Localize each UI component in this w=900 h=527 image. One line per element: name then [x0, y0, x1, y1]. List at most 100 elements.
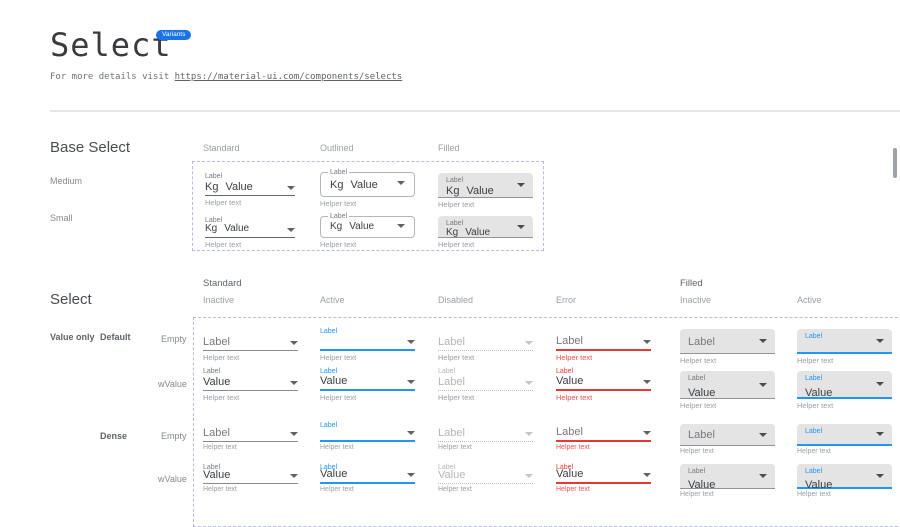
select-std-active-empty[interactable]: Label Helper text	[320, 327, 415, 362]
select-value: KgValue	[446, 227, 511, 239]
helper-text: Helper text	[438, 241, 533, 249]
select-trigger[interactable]: Value	[203, 376, 298, 391]
select-trigger[interactable]: KgValue	[205, 181, 295, 196]
select-trigger[interactable]: Label Value	[797, 371, 892, 399]
rowlabel-dense: Dense	[100, 431, 127, 441]
floating-label: Label	[446, 219, 511, 227]
select-std-inactive-empty[interactable]: Label Helper text	[203, 327, 298, 362]
select-value: KgValue	[330, 221, 374, 233]
helper-text: Helper text	[680, 402, 775, 410]
select-trigger: Label	[438, 376, 533, 391]
helper-text: Helper text	[438, 354, 533, 362]
select-trigger[interactable]: Label Value	[680, 371, 775, 399]
select-std-active-wvalue[interactable]: Label Value Helper text	[320, 367, 415, 402]
select-trigger[interactable]	[320, 336, 415, 351]
select-std-dense-inactive-wvalue[interactable]: Label Value Helper text	[203, 463, 298, 494]
select-trigger[interactable]: Label Value	[680, 464, 775, 489]
base-select-filled-small[interactable]: Label KgValue Helper text	[438, 216, 533, 249]
select-trigger[interactable]: Label KgValue	[320, 216, 415, 238]
dropdown-caret-icon	[876, 474, 884, 478]
colhead-standard: Standard	[203, 143, 240, 153]
floating-label: Label	[805, 427, 870, 435]
base-select-filled-medium[interactable]: Label KgValue Helper text	[438, 173, 533, 209]
helper-text: Helper text	[320, 241, 415, 249]
select-std-dense-active-empty[interactable]: Label Helper text	[320, 421, 415, 452]
select-value: Value	[203, 469, 230, 481]
helper-text: Helper text	[320, 200, 415, 208]
variants-badge: Variants	[156, 30, 191, 40]
select-trigger[interactable]: Label Value	[797, 464, 892, 489]
select-trigger[interactable]: Value	[320, 471, 415, 484]
select-trigger[interactable]: Value	[203, 471, 298, 484]
select-value: Value	[805, 387, 832, 399]
dropdown-caret-icon	[759, 433, 767, 437]
base-select-heading: Base Select	[50, 139, 130, 156]
colhead-outlined: Outlined	[320, 143, 354, 153]
base-select-outlined-small[interactable]: Label KgValue Helper text	[320, 216, 415, 249]
floating-label: Label	[205, 172, 295, 181]
kg-adornment: Kg	[446, 227, 458, 239]
docs-link[interactable]: https://material-ui.com/components/selec…	[175, 72, 403, 82]
select-std-error-empty[interactable]: Label Helper text	[556, 327, 651, 362]
vertical-scrollbar-thumb[interactable]	[893, 148, 897, 178]
select-placeholder: Label	[688, 429, 715, 441]
select-std-disabled-wvalue: Label Label Helper text	[438, 367, 533, 402]
select-trigger[interactable]: Label KgValue	[320, 172, 415, 197]
select-value: KgValue	[205, 223, 249, 235]
select-trigger[interactable]: Label	[203, 336, 298, 351]
helper-text: Helper text	[438, 394, 533, 402]
select-trigger[interactable]: Label	[797, 329, 892, 354]
select-filled-active-wvalue[interactable]: Label Value Helper text	[797, 371, 892, 410]
select-trigger[interactable]: Label	[680, 424, 775, 446]
colhead-std-error: Error	[556, 295, 576, 305]
base-select-standard-small[interactable]: Label KgValue Helper text	[205, 216, 295, 249]
dropdown-caret-icon	[643, 473, 651, 477]
select-filled-dense-active-empty[interactable]: Label Helper text	[797, 424, 892, 456]
rowlabel-dense-empty: Empty	[161, 431, 187, 441]
floating-label: Label	[438, 367, 533, 376]
select-std-inactive-wvalue[interactable]: Label Value Helper text	[203, 367, 298, 402]
helper-text: Helper text	[203, 354, 298, 362]
select-trigger[interactable]: Label	[680, 329, 775, 354]
dropdown-caret-icon	[407, 473, 415, 477]
select-trigger[interactable]: Label	[797, 424, 892, 446]
select-std-dense-error-empty[interactable]: Label Helper text	[556, 421, 651, 452]
helper-text: Helper text	[438, 444, 533, 452]
select-trigger[interactable]: KgValue	[205, 225, 295, 238]
select-std-dense-inactive-empty[interactable]: Label Helper text	[203, 421, 298, 452]
select-std-dense-error-wvalue[interactable]: Label Value Helper text	[556, 463, 651, 494]
select-trigger[interactable]: Label KgValue	[438, 216, 533, 238]
select-trigger[interactable]: Value	[556, 376, 651, 391]
select-trigger[interactable]: Label KgValue	[438, 173, 533, 198]
select-trigger[interactable]: Label	[556, 336, 651, 351]
helper-text: Helper text	[556, 486, 651, 494]
base-select-outlined-medium[interactable]: Label KgValue Helper text	[320, 172, 415, 208]
base-select-standard-medium[interactable]: Label KgValue Helper text	[205, 172, 295, 207]
select-filled-active-empty[interactable]: Label Helper text	[797, 329, 892, 365]
dropdown-caret-icon	[290, 432, 298, 436]
helper-text: Helper text	[438, 486, 533, 494]
select-value: Label	[438, 376, 465, 388]
helper-text: Helper text	[205, 199, 295, 207]
select-filled-inactive-empty[interactable]: Label Helper text	[680, 329, 775, 365]
select-trigger[interactable]	[320, 429, 415, 442]
select-trigger[interactable]: Value	[320, 376, 415, 391]
select-std-error-wvalue[interactable]: Label Value Helper text	[556, 367, 651, 402]
select-std-dense-active-wvalue[interactable]: Label Value Helper text	[320, 463, 415, 494]
select-trigger[interactable]: Label	[556, 429, 651, 442]
colhead-filled: Filled	[438, 143, 460, 153]
select-value: KgValue	[205, 181, 253, 193]
helper-text: Helper text	[320, 486, 415, 494]
select-filled-dense-inactive-empty[interactable]: Label Helper text	[680, 424, 775, 456]
select-trigger[interactable]: Value	[556, 471, 651, 484]
colhead-filled-active: Active	[797, 295, 822, 305]
rowlabel-value-only: Value only	[50, 332, 95, 342]
dropdown-caret-icon	[287, 228, 295, 232]
select-value: KgValue	[446, 185, 511, 197]
dropdown-caret-icon	[643, 380, 651, 384]
helper-text: Helper text	[203, 444, 298, 452]
page-title: Select	[50, 26, 172, 64]
select-filled-inactive-wvalue[interactable]: Label Value Helper text	[680, 371, 775, 410]
select-trigger[interactable]: Label	[203, 429, 298, 442]
select-value: Value	[320, 375, 347, 387]
